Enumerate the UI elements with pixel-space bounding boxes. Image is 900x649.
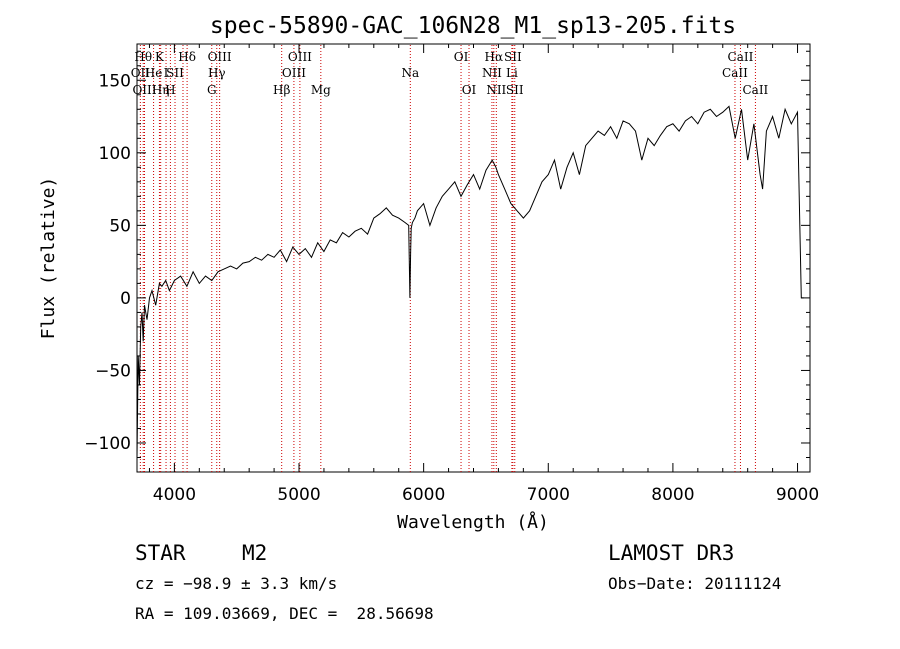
y-tick-label: −50 xyxy=(95,361,131,381)
spectral-line-label: Hγ xyxy=(208,66,226,80)
spectral-line-label: Li xyxy=(506,66,518,80)
spectral-line-label: G xyxy=(207,83,217,97)
x-tick-label: 4000 xyxy=(153,485,196,505)
spectral-line-label: OIII xyxy=(208,50,232,64)
spectral-line-label: OI xyxy=(454,50,469,64)
spectral-line-label: SII xyxy=(166,66,184,80)
spectral-line-label: NII xyxy=(486,83,506,97)
spectral-line-label: CaII xyxy=(722,66,748,80)
spectral-line-label: Hδ xyxy=(178,50,196,64)
spectral-line-label: OIII xyxy=(282,66,306,80)
x-axis-label: Wavelength (Å) xyxy=(397,511,549,533)
x-tick-label: 7000 xyxy=(527,485,570,505)
spectral-line-label: Hα xyxy=(485,50,504,64)
spectral-line-label: H xyxy=(165,83,175,97)
redshift-velocity: cz = −98.9 ± 3.3 km/s xyxy=(135,574,338,593)
object-class: STAR xyxy=(135,541,186,565)
y-tick-label: 100 xyxy=(99,144,131,164)
spectral-line-markers xyxy=(139,45,756,472)
spectral-line-label: Hβ xyxy=(273,83,290,97)
axis-ticks: 4000 5000 6000 7000 8000 9000 −100 −50 0 50 100 150 xyxy=(84,44,819,505)
x-tick-label: 9000 xyxy=(776,485,819,505)
spectral-line-label: Mg xyxy=(311,83,331,97)
flux-series-line xyxy=(136,105,804,458)
y-tick-label: 0 xyxy=(120,289,131,309)
x-tick-label: 8000 xyxy=(651,485,694,505)
spectral-line-label: SII xyxy=(506,83,524,97)
x-tick-label: 6000 xyxy=(402,485,445,505)
spectral-line-label: OIII xyxy=(288,50,312,64)
spectral-line-label: SII xyxy=(504,50,522,64)
survey-name: LAMOST DR3 xyxy=(608,541,735,565)
coordinates: RA = 109.03669, DEC = 28.56698 xyxy=(135,604,434,623)
spectral-line-label: NII xyxy=(482,66,502,80)
x-tick-label: 5000 xyxy=(277,485,320,505)
spectral-line-label: K xyxy=(155,50,165,64)
chart-title: spec-55890-GAC_106N28_M1_sp13-205.fits xyxy=(210,13,736,39)
spectral-line-label: I xyxy=(164,66,169,80)
spectral-line-label: OI xyxy=(462,83,477,97)
spectral-line-label: Na xyxy=(401,66,419,80)
spectral-line-labels: OII Hθ OIII He K Hη IH SII Hδ G Hγ OIII Hβ OIII OIII Mg… xyxy=(131,50,769,97)
object-subclass: M2 xyxy=(242,541,268,565)
spectral-line-label: Hη xyxy=(152,83,170,97)
spectral-line-label: CaII xyxy=(742,83,768,97)
y-tick-label: −100 xyxy=(84,434,131,454)
spectral-line-label: He xyxy=(145,66,163,80)
spectral-line-label: OIII xyxy=(132,83,156,97)
y-tick-label: 150 xyxy=(99,71,131,91)
plot-frame xyxy=(136,43,811,473)
spectral-line-label: Hθ xyxy=(134,50,152,64)
spectral-line-label: OII xyxy=(131,66,151,80)
y-tick-label: 50 xyxy=(109,216,131,236)
spectral-line-label: CaII xyxy=(728,50,754,64)
y-axis-label: Flux (relative) xyxy=(38,177,59,340)
observation-date: Obs−Date: 20111124 xyxy=(608,574,782,593)
